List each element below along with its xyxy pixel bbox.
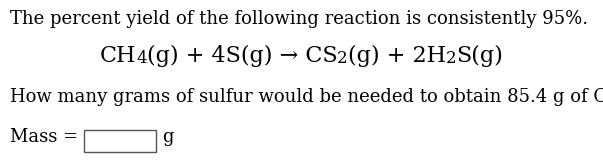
Text: (g) + 2H: (g) + 2H (348, 45, 446, 67)
Text: The percent yield of the following reaction is consistently 95%.: The percent yield of the following react… (10, 10, 588, 28)
Text: S(g): S(g) (456, 45, 504, 67)
Text: 2: 2 (446, 50, 456, 67)
Text: (g) + 4S(g) → CS: (g) + 4S(g) → CS (147, 45, 337, 67)
Text: 4: 4 (136, 50, 147, 67)
Text: g: g (162, 128, 174, 146)
Bar (84, 130, 156, 152)
Text: How many grams of sulfur would be needed to obtain 85.4 g of CS: How many grams of sulfur would be needed… (10, 88, 603, 106)
Text: Mass =: Mass = (10, 128, 84, 146)
Text: 2: 2 (337, 50, 348, 67)
Text: CH: CH (99, 45, 136, 67)
